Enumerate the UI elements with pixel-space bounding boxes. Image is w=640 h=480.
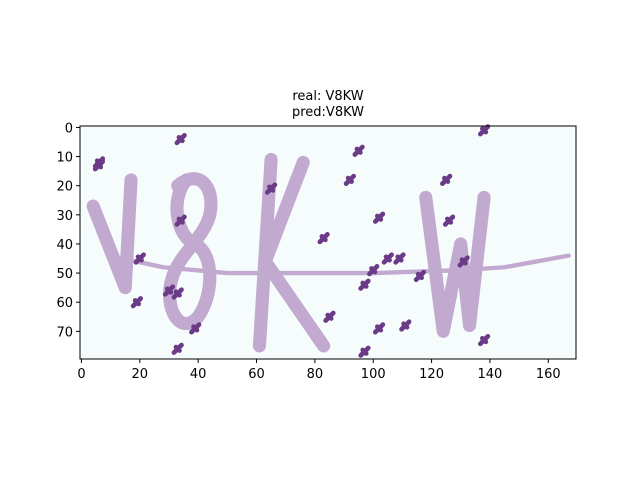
- noise-dot: [457, 255, 470, 268]
- y-tick-label: 0: [65, 121, 73, 136]
- noise-dot: [399, 319, 412, 332]
- glyph: [86, 173, 138, 295]
- y-tick-label: 60: [56, 296, 73, 311]
- noise-dot: [352, 144, 365, 157]
- axes-frame: [79, 125, 577, 360]
- x-tick-label: 0: [77, 367, 85, 382]
- noise-dot: [393, 252, 406, 265]
- chart-title: real: V8KW: [292, 89, 363, 104]
- x-tick-label: 120: [419, 367, 444, 382]
- noise-dot: [317, 232, 330, 245]
- y-tick-label: 70: [56, 325, 73, 340]
- noise-dot: [174, 132, 187, 146]
- y-tick-label: 10: [56, 151, 73, 166]
- x-tick-label: 60: [248, 367, 265, 382]
- noise-dot: [264, 182, 278, 195]
- x-tick-label: 140: [478, 367, 503, 382]
- noise-dot: [372, 322, 386, 335]
- noise-dot: [174, 214, 187, 227]
- noise-dot: [413, 269, 427, 283]
- glyph: [419, 190, 491, 338]
- captcha-image: [86, 124, 571, 358]
- x-tick-label: 80: [307, 367, 324, 382]
- noise-dot: [130, 296, 144, 309]
- noise-dot: [171, 342, 184, 355]
- noise-dot: [171, 287, 184, 300]
- noise-dot: [477, 333, 491, 347]
- y-tick-label: 30: [56, 209, 73, 224]
- x-tick-label: 160: [536, 367, 561, 382]
- noise-dot: [381, 252, 394, 265]
- x-tick-label: 100: [361, 367, 386, 382]
- noise-dot: [189, 322, 202, 335]
- noise-dot: [358, 278, 371, 291]
- noise-dot: [358, 345, 371, 358]
- image-background: [80, 126, 576, 359]
- noise-dot: [372, 211, 386, 224]
- noise-dot: [440, 173, 453, 186]
- noise-dot: [162, 284, 176, 297]
- x-tick-label: 20: [132, 367, 149, 382]
- glyph: [163, 172, 218, 330]
- noise-dot: [442, 214, 456, 227]
- x-tick-label: 40: [190, 367, 207, 382]
- y-tick-label: 40: [56, 238, 73, 253]
- noise-dot: [133, 252, 146, 265]
- y-tick-label: 50: [56, 267, 73, 282]
- noise-dot: [92, 159, 106, 172]
- noise-dot: [367, 264, 380, 277]
- y-tick-label: 20: [56, 180, 73, 195]
- noise-dot: [477, 124, 491, 137]
- noise-dot: [343, 173, 357, 186]
- chart-title: pred:V8KW: [292, 105, 364, 120]
- noise-dot: [323, 310, 336, 323]
